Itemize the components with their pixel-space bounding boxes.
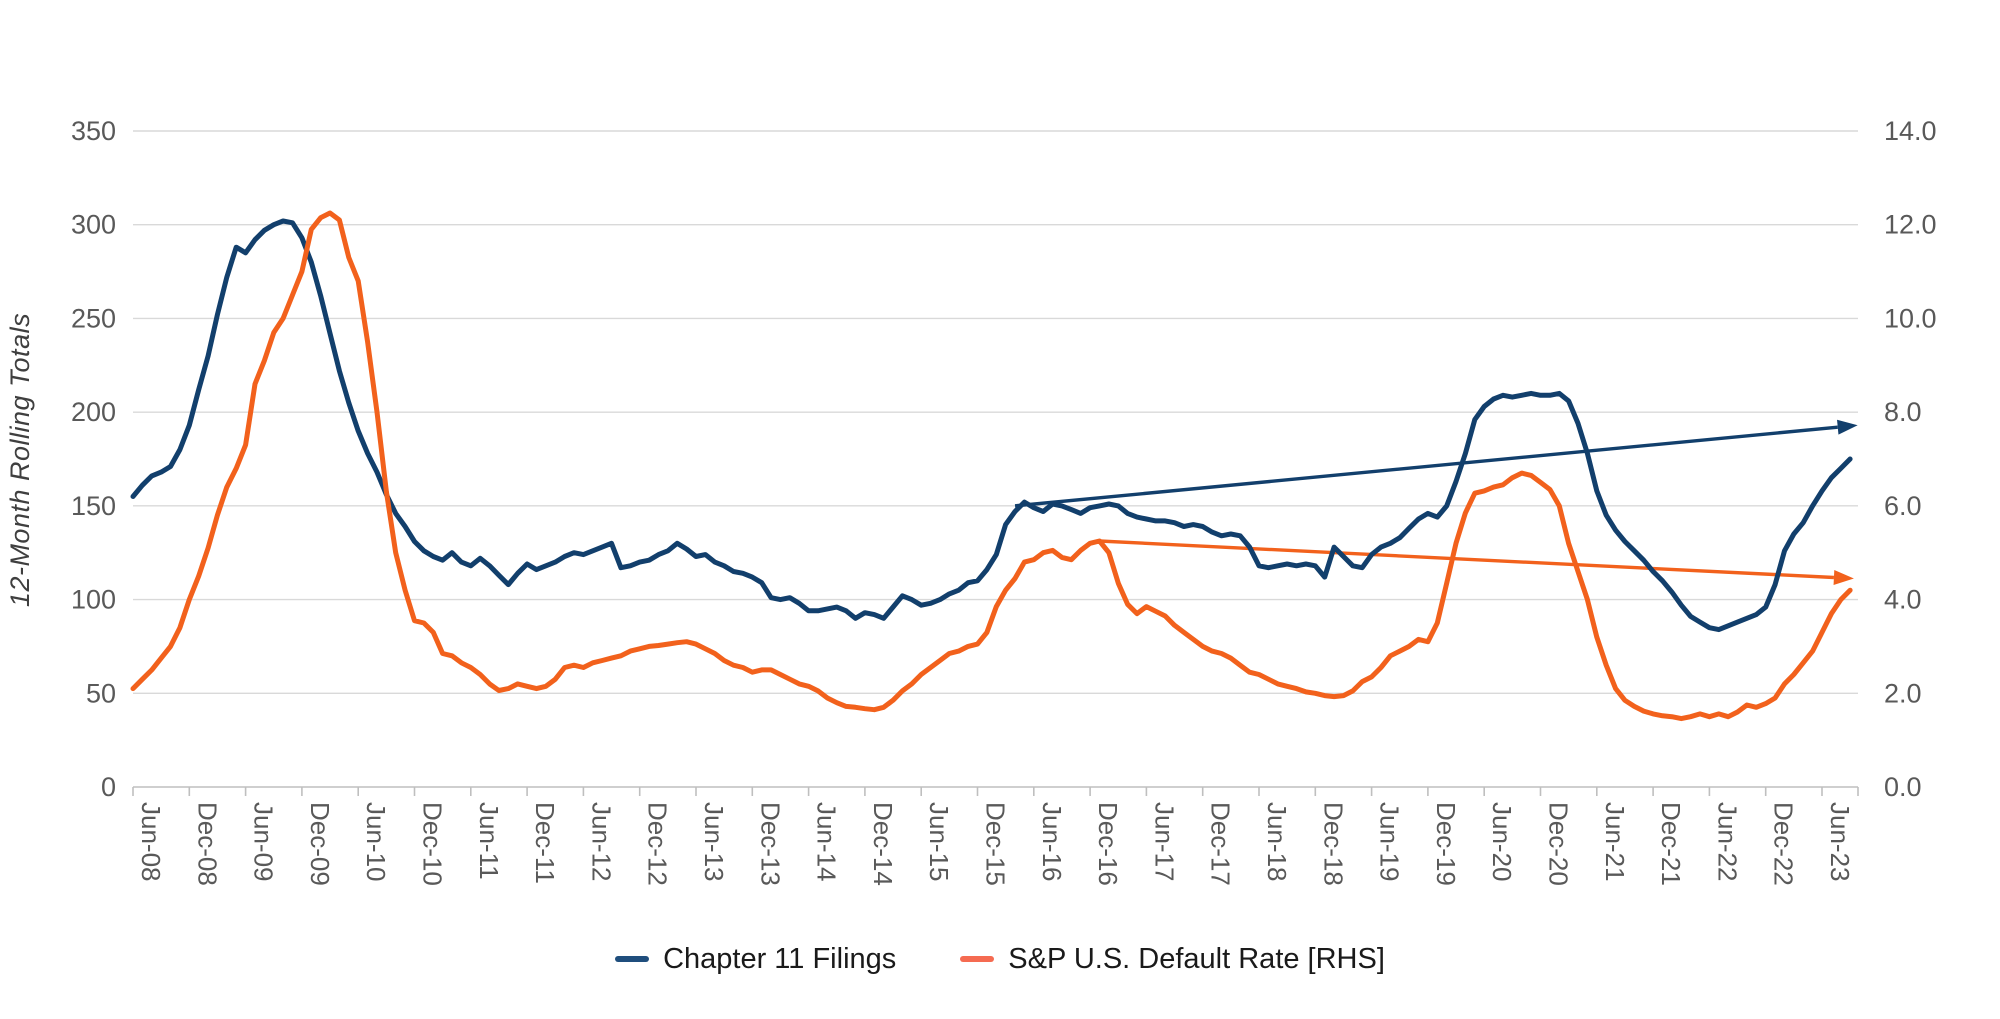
y-axis-title: 12-Month Rolling Totals — [5, 312, 35, 608]
trend-arrow-line — [1014, 425, 1838, 508]
x-axis-tick-label: Jun-18 — [1262, 802, 1292, 882]
x-axis-tick-label: Jun-15 — [924, 802, 954, 882]
x-axis-tick-label: Jun-16 — [1037, 802, 1067, 882]
legend-swatch-orange — [960, 956, 995, 962]
x-axis-tick-label: Jun-23 — [1825, 802, 1855, 882]
legend-swatch-navy — [615, 956, 650, 962]
legend-label: S&P U.S. Default Rate [RHS] — [1008, 942, 1385, 975]
x-axis-tick-label: Dec-16 — [1093, 802, 1123, 886]
x-axis-tick-label: Jun-12 — [586, 802, 616, 882]
right-axis-tick-label: 6.0 — [1884, 491, 1922, 521]
x-axis-tick-label: Dec-14 — [868, 802, 898, 886]
x-axis-tick-label: Jun-19 — [1375, 802, 1405, 882]
left-axis-tick-label: 350 — [71, 116, 116, 146]
x-axis-tick-label: Jun-17 — [1149, 802, 1179, 882]
x-axis-tick-label: Jun-10 — [361, 802, 391, 882]
x-axis-tick-label: Dec-13 — [755, 802, 785, 886]
right-axis-tick-label: 0.0 — [1884, 772, 1922, 802]
left-axis-tick-label: 100 — [71, 585, 116, 615]
x-axis-tick-label: Dec-09 — [305, 802, 335, 886]
x-axis-tick-label: Dec-19 — [1431, 802, 1461, 886]
x-axis-tick-label: Jun-08 — [136, 802, 166, 882]
left-axis-tick-label: 50 — [86, 678, 116, 708]
right-axis-tick-label: 12.0 — [1884, 210, 1937, 240]
right-axis-tick-label: 2.0 — [1884, 678, 1922, 708]
x-axis-tick-label: Dec-12 — [643, 802, 673, 886]
right-axis-tick-label: 8.0 — [1884, 397, 1922, 427]
x-axis-tick-label: Dec-21 — [1656, 802, 1686, 886]
trend-arrow-head — [1833, 570, 1854, 585]
x-axis-tick-label: Dec-20 — [1544, 802, 1574, 886]
x-axis-tick-label: Dec-18 — [1318, 802, 1348, 886]
x-axis-tick-label: Dec-15 — [981, 802, 1011, 886]
legend-item-sp-default-rate[interactable]: S&P U.S. Default Rate [RHS] — [960, 943, 1385, 976]
trend-arrow-head — [1837, 419, 1858, 435]
left-axis-tick-label: 250 — [71, 303, 116, 333]
x-axis-tick-label: Dec-22 — [1769, 802, 1799, 886]
trend-arrow-line — [1099, 539, 1835, 580]
left-axis-tick-label: 300 — [71, 210, 116, 240]
x-axis-tick-label: Dec-11 — [530, 802, 560, 884]
legend: Chapter 11 Filings S&P U.S. Default Rate… — [0, 936, 2000, 982]
left-axis-tick-label: 0 — [101, 772, 116, 802]
x-axis-tick-label: Dec-10 — [418, 802, 448, 886]
x-axis-tick-label: Dec-08 — [192, 802, 222, 886]
left-axis-tick-label: 150 — [71, 491, 116, 521]
series-line — [130, 218, 1853, 633]
series-line — [130, 210, 1853, 722]
legend-label: Chapter 11 Filings — [663, 942, 897, 975]
x-axis-tick-label: Jun-11 — [474, 802, 504, 880]
x-axis-tick-label: Jun-22 — [1712, 802, 1742, 882]
x-axis-tick-label: Jun-09 — [249, 802, 279, 882]
right-axis-tick-label: 10.0 — [1884, 303, 1937, 333]
x-axis-tick-label: Jun-21 — [1600, 802, 1630, 882]
x-axis-tick-label: Jun-13 — [699, 802, 729, 882]
x-axis-tick-label: Jun-14 — [812, 802, 842, 882]
right-axis-tick-label: 4.0 — [1884, 585, 1922, 615]
right-axis-tick-label: 14.0 — [1884, 116, 1937, 146]
x-axis-tick-label: Jun-20 — [1487, 802, 1517, 882]
legend-item-chapter-11-filings[interactable]: Chapter 11 Filings — [615, 943, 896, 976]
left-axis-tick-label: 200 — [71, 397, 116, 427]
x-axis-tick-label: Dec-17 — [1206, 802, 1236, 886]
